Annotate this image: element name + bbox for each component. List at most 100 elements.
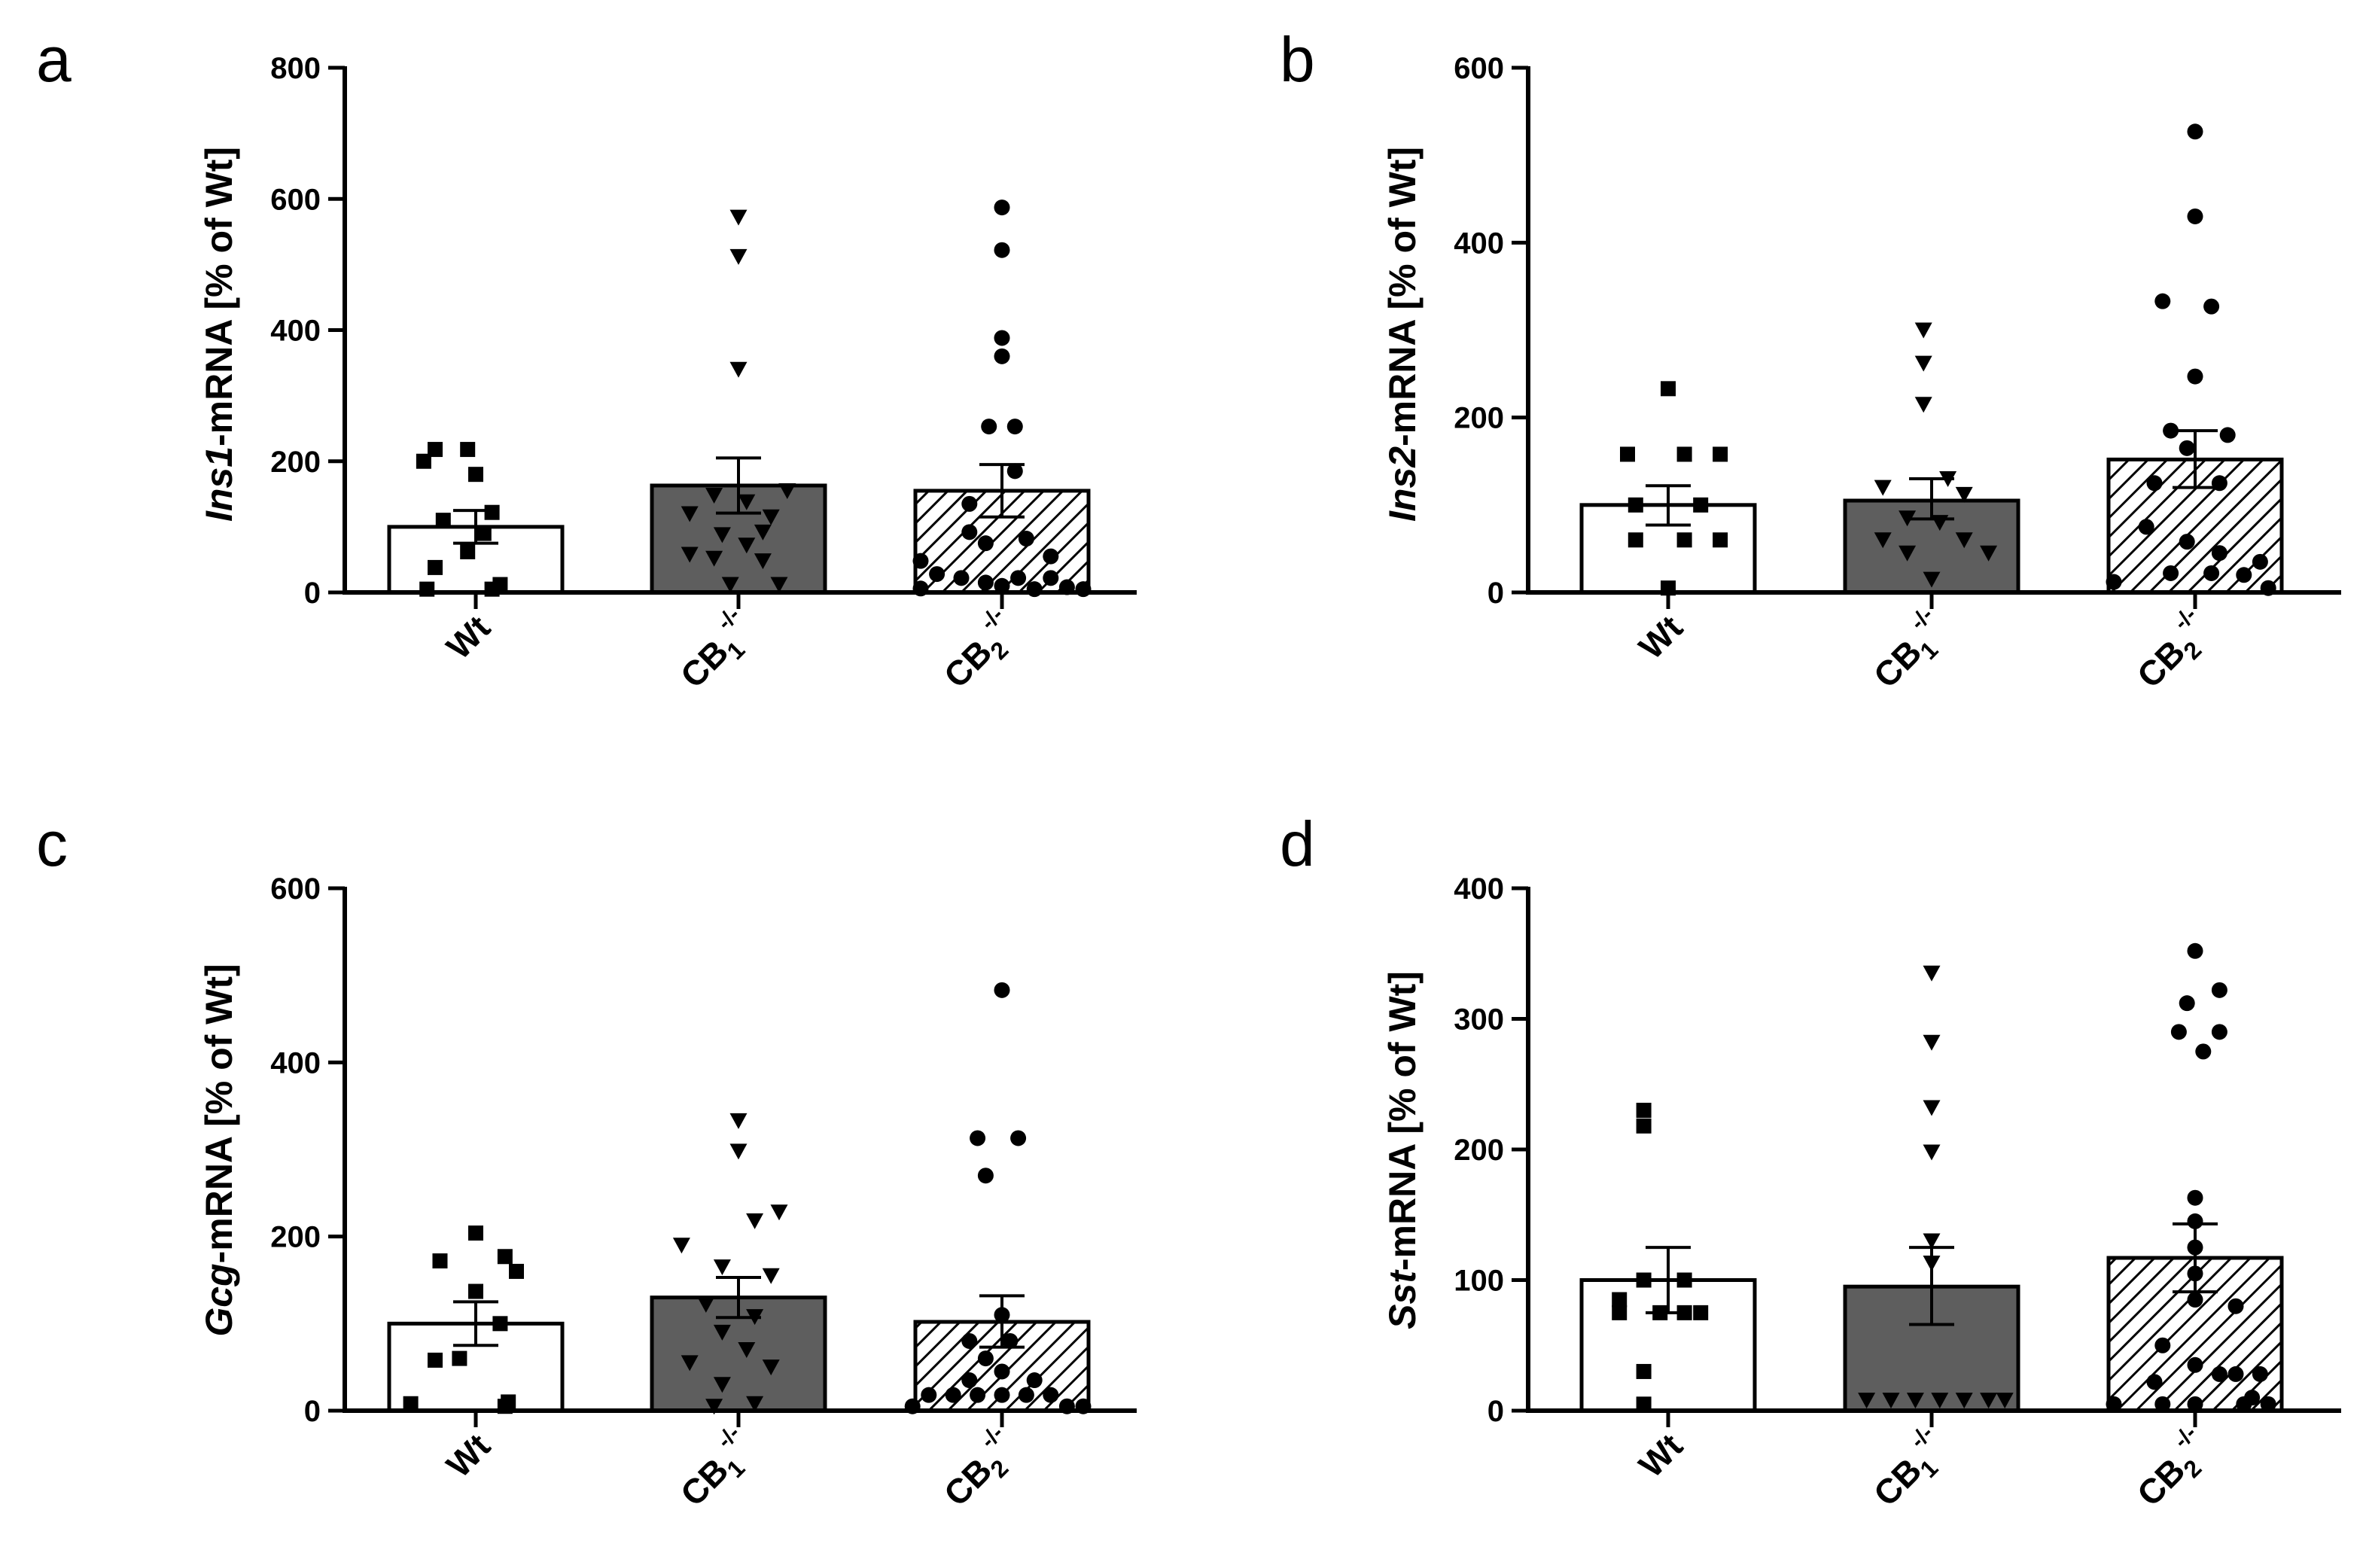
data-point bbox=[1612, 1292, 1628, 1308]
data-point bbox=[1018, 1387, 1034, 1403]
data-point bbox=[1636, 1272, 1652, 1288]
data-point bbox=[2227, 1366, 2244, 1382]
data-point bbox=[961, 1372, 978, 1389]
data-point bbox=[1980, 1393, 1998, 1409]
y-tick-label: 400 bbox=[270, 1046, 321, 1079]
data-point bbox=[452, 1350, 467, 1366]
data-point bbox=[468, 467, 483, 483]
data-point bbox=[1676, 446, 1692, 462]
data-point bbox=[2187, 123, 2203, 140]
data-point bbox=[953, 570, 970, 586]
data-point bbox=[2211, 545, 2227, 562]
data-point bbox=[428, 1352, 443, 1368]
panel-letter-a: a bbox=[36, 24, 72, 95]
data-point bbox=[2179, 440, 2195, 456]
data-point bbox=[1026, 1372, 1043, 1389]
panel-letter-c: c bbox=[36, 808, 68, 879]
data-point bbox=[705, 488, 723, 504]
data-point bbox=[460, 543, 476, 559]
x-tick-label-cb2: CB2-/- bbox=[2124, 1420, 2222, 1518]
data-point bbox=[2187, 1292, 2203, 1308]
y-tick-label: 0 bbox=[304, 577, 321, 610]
data-point bbox=[762, 1359, 780, 1376]
data-point bbox=[2106, 1396, 2122, 1412]
data-point bbox=[746, 1213, 764, 1229]
data-point bbox=[2211, 1024, 2227, 1040]
y-tick-label: 400 bbox=[1454, 227, 1504, 260]
data-point bbox=[770, 1204, 788, 1221]
data-point bbox=[1923, 571, 1941, 588]
data-point bbox=[1923, 1144, 1941, 1161]
data-point bbox=[1043, 548, 1059, 565]
data-point bbox=[994, 242, 1010, 258]
data-point bbox=[403, 1396, 419, 1411]
data-point bbox=[1980, 545, 1998, 562]
data-point bbox=[2163, 565, 2179, 581]
data-point bbox=[672, 1238, 690, 1254]
data-point bbox=[754, 553, 772, 570]
data-point bbox=[1043, 1387, 1059, 1403]
data-point bbox=[945, 1387, 961, 1403]
data-point bbox=[1676, 1272, 1692, 1288]
data-point bbox=[721, 577, 739, 593]
data-point bbox=[681, 547, 699, 563]
data-point bbox=[2211, 982, 2227, 998]
data-point bbox=[738, 537, 756, 554]
data-point bbox=[1923, 965, 1941, 982]
data-point bbox=[2219, 427, 2236, 443]
data-point bbox=[697, 1296, 715, 1313]
y-tick-label: 600 bbox=[270, 872, 321, 906]
panel-b: b Ins2-mRNA [% of Wt] 0 200 400 600 Wt CB1-/-… bbox=[1280, 24, 2341, 696]
panel-letter-b: b bbox=[1280, 24, 1315, 95]
y-tick-label: 0 bbox=[304, 1395, 321, 1428]
data-point bbox=[994, 1387, 1010, 1403]
data-point bbox=[2138, 519, 2154, 535]
y-tick-label: 100 bbox=[1454, 1265, 1504, 1298]
data-point bbox=[2187, 368, 2203, 385]
y-tick-label: 600 bbox=[1454, 52, 1504, 85]
data-point bbox=[2179, 995, 2195, 1012]
data-point bbox=[2203, 565, 2220, 581]
data-point bbox=[1661, 381, 1676, 397]
data-point bbox=[2163, 422, 2179, 439]
data-point bbox=[981, 419, 997, 435]
data-point bbox=[970, 1130, 986, 1146]
data-point bbox=[1955, 1393, 1973, 1409]
y-tick-label: 200 bbox=[270, 1221, 321, 1254]
y-tick-label: 200 bbox=[270, 446, 321, 479]
data-point bbox=[762, 509, 780, 525]
data-point bbox=[912, 553, 929, 569]
x-tick-label-cb2: CB2-/- bbox=[931, 602, 1029, 700]
data-point bbox=[1882, 1393, 1900, 1409]
y-axis-label: Sst-mRNA [% of Wt] bbox=[1381, 971, 1424, 1329]
data-point bbox=[2260, 1396, 2276, 1412]
data-point bbox=[994, 330, 1010, 346]
data-point bbox=[2106, 574, 2122, 590]
y-axis-label: Gcg-mRNA [% of Wt] bbox=[198, 964, 240, 1336]
data-point bbox=[2236, 567, 2252, 583]
data-point bbox=[1006, 463, 1023, 480]
data-point bbox=[2187, 942, 2203, 959]
data-point bbox=[497, 1249, 513, 1265]
data-point bbox=[2236, 1396, 2252, 1412]
data-point bbox=[994, 577, 1010, 594]
data-point bbox=[738, 494, 756, 510]
data-point bbox=[961, 495, 978, 512]
data-point bbox=[2195, 1043, 2212, 1060]
data-point bbox=[713, 1324, 731, 1341]
data-point bbox=[1018, 531, 1034, 547]
data-point bbox=[1620, 446, 1635, 462]
data-point bbox=[2187, 1189, 2203, 1206]
data-point bbox=[1713, 532, 1728, 548]
x-tick-label-wt: Wt bbox=[1631, 607, 1690, 666]
data-point bbox=[476, 525, 492, 541]
x-tick-label-wt: Wt bbox=[1631, 1426, 1690, 1484]
data-point bbox=[2170, 1024, 2187, 1040]
data-point bbox=[432, 1253, 448, 1269]
data-point bbox=[1914, 397, 1932, 413]
data-point bbox=[1693, 1305, 1709, 1320]
data-point bbox=[2252, 1366, 2268, 1382]
y-tick-label: 0 bbox=[1488, 577, 1504, 610]
data-point bbox=[1874, 532, 1892, 549]
data-point bbox=[754, 524, 772, 540]
